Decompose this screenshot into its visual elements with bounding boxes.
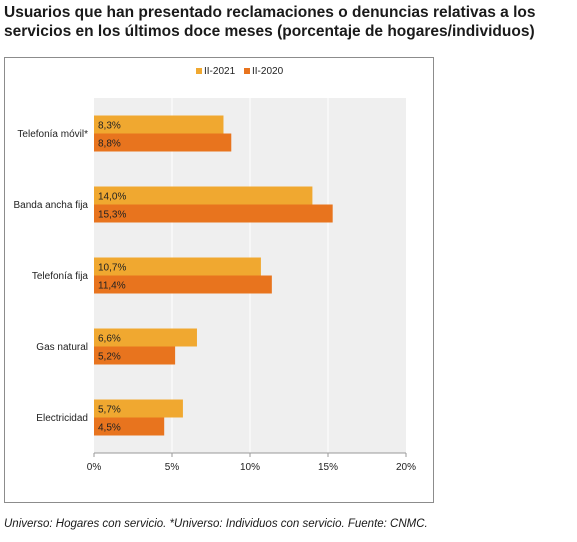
bar — [94, 417, 165, 436]
x-tick-label: 5% — [165, 462, 180, 473]
legend-swatch — [244, 68, 250, 74]
category-label: Banda ancha fija — [13, 200, 88, 211]
legend-label: II-2021 — [204, 66, 236, 77]
data-label: 15,3% — [98, 210, 126, 221]
legend-swatch — [196, 68, 202, 74]
x-tick-label: 15% — [318, 462, 338, 473]
bar — [94, 399, 183, 418]
data-label: 5,2% — [98, 352, 121, 363]
bars: 8,3% 8,8% 14,0% 15,3% 10,7% 11,4% 6,6% 5,2% 5,7%… — [94, 115, 333, 436]
bar-chart: II-2021 II-2020 8,3% 8,8% 14,0% 15,3% 10,7% 11… — [13, 66, 416, 473]
data-label: 14,0% — [98, 192, 126, 203]
legend-label: II-2020 — [252, 66, 284, 77]
x-tick-label: 0% — [87, 462, 102, 473]
legend: II-2021 II-2020 — [196, 66, 284, 77]
x-tick-label: 20% — [396, 462, 416, 473]
category-labels: Telefonía móvil* Banda ancha fija Telefoní… — [13, 129, 88, 424]
category-label: Electricidad — [36, 413, 88, 424]
footnote: Universo: Hogares con servicio. *Univers… — [4, 518, 428, 530]
chart-title: Usuarios que han presentado reclamacione… — [4, 4, 536, 40]
data-label: 8,8% — [98, 139, 121, 150]
bar — [94, 346, 176, 365]
bar — [94, 186, 313, 205]
data-label: 10,7% — [98, 263, 126, 274]
data-label: 6,6% — [98, 334, 121, 345]
bar — [94, 204, 333, 223]
bar — [94, 115, 224, 134]
bar — [94, 328, 197, 347]
data-label: 5,7% — [98, 405, 121, 416]
data-label: 11,4% — [98, 281, 126, 292]
category-label: Telefonía móvil* — [17, 129, 88, 140]
bar — [94, 257, 261, 276]
category-label: Telefonía fija — [32, 271, 89, 282]
x-tick-label: 10% — [240, 462, 260, 473]
data-label: 8,3% — [98, 121, 121, 132]
data-label: 4,5% — [98, 423, 121, 434]
category-label: Gas natural — [36, 342, 88, 353]
bar — [94, 133, 232, 152]
x-axis-ticks: 0% 5% 10% 15% 20% — [87, 452, 416, 473]
bar — [94, 275, 272, 294]
chart-frame: II-2021 II-2020 8,3% 8,8% 14,0% 15,3% 10,7% 11… — [4, 57, 434, 503]
